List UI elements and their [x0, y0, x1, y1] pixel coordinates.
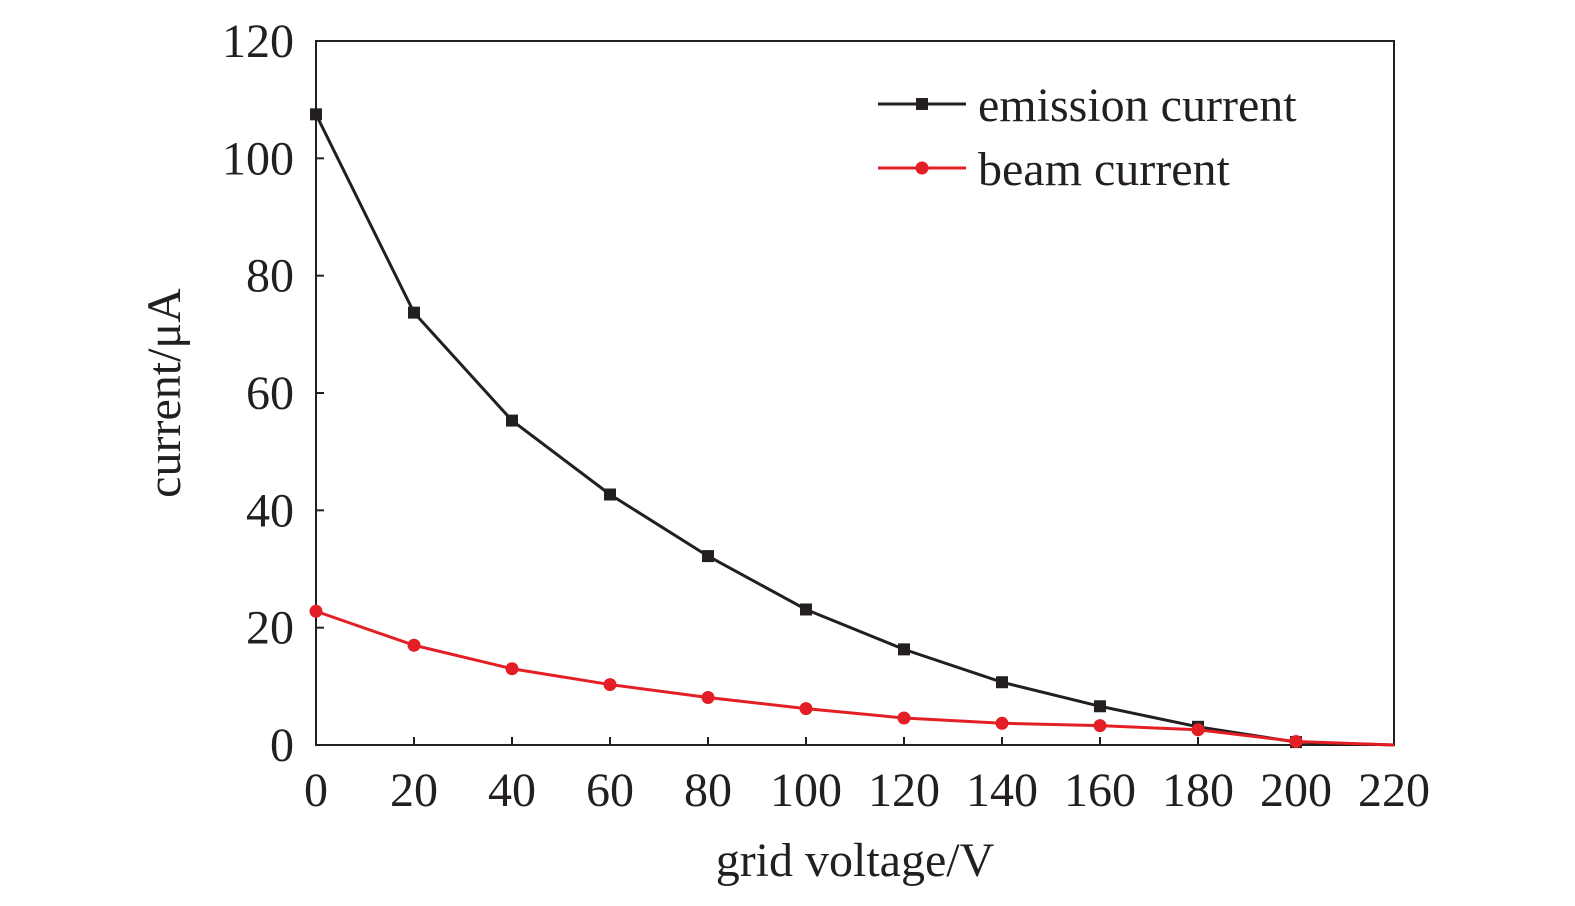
- legend-label: emission current: [978, 79, 1297, 132]
- x-tick-label: 100: [770, 764, 842, 817]
- plot-frame: [315, 40, 1395, 746]
- x-tick-label: 180: [1162, 764, 1234, 817]
- data-point: [996, 676, 1008, 689]
- x-tick-label: 120: [868, 764, 940, 817]
- data-point: [1093, 719, 1107, 733]
- y-tick-label: 20: [246, 602, 294, 655]
- legend-label: beam current: [978, 143, 1231, 196]
- x-tick-label: 140: [966, 764, 1038, 817]
- data-point: [603, 678, 617, 692]
- data-point: [604, 488, 616, 501]
- data-point: [407, 638, 421, 652]
- x-tick-label: 0: [304, 764, 328, 817]
- legend: emission current beam current: [878, 79, 1297, 196]
- x-axis: 0 20 40 60 80 100 120 140 160 180 200 220: [304, 737, 1430, 817]
- data-point: [1191, 723, 1205, 737]
- series-0: [310, 108, 1395, 749]
- y-tick-label: 100: [222, 132, 294, 185]
- y-axis: 0 20 40 60 80 100 120: [222, 15, 324, 772]
- y-tick-label: 80: [246, 250, 294, 303]
- series-line: [315, 609, 1395, 747]
- y-tick-label: 120: [222, 15, 294, 68]
- data-point: [1289, 734, 1303, 748]
- plot-area-border: [315, 40, 1395, 746]
- x-tick-label: 160: [1064, 764, 1136, 817]
- data-point: [799, 702, 813, 716]
- x-tick-label: 20: [390, 764, 438, 817]
- y-tick-label: 40: [246, 484, 294, 537]
- data-point: [505, 662, 519, 676]
- data-point: [995, 716, 1009, 730]
- data-point: [898, 643, 910, 656]
- data-point: [408, 306, 420, 319]
- x-axis-title: grid voltage/V: [716, 834, 995, 887]
- x-tick-label: 200: [1260, 764, 1332, 817]
- data-point: [800, 603, 812, 616]
- data-point: [506, 414, 518, 427]
- data-point: [1094, 700, 1106, 713]
- x-tick-label: 40: [488, 764, 536, 817]
- legend-marker: [916, 98, 928, 110]
- x-tick-label: 220: [1358, 764, 1430, 817]
- data-point: [309, 604, 323, 618]
- y-axis-title: current/μA: [138, 288, 191, 498]
- series-1: [309, 604, 1395, 748]
- data-point: [310, 108, 322, 121]
- y-tick-label: 0: [270, 719, 294, 772]
- legend-marker: [915, 161, 929, 175]
- data-point: [701, 690, 715, 704]
- series-layer: [309, 108, 1395, 749]
- data-point: [897, 711, 911, 725]
- y-tick-label: 60: [246, 367, 294, 420]
- x-tick-label: 60: [586, 764, 634, 817]
- series-line: [314, 113, 1395, 747]
- data-point: [702, 550, 714, 563]
- x-tick-label: 80: [684, 764, 732, 817]
